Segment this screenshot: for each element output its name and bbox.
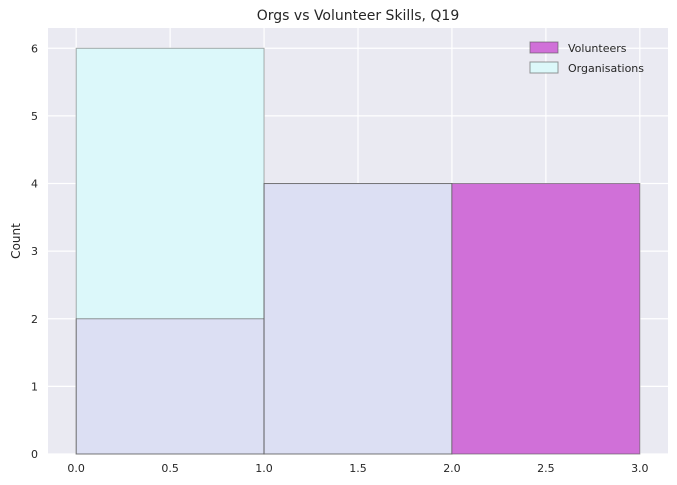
y-tick-label-0: 0 [31, 448, 38, 461]
x-tick-labels: 0.0 0.5 1.0 1.5 2.0 2.5 3.0 [67, 462, 648, 475]
legend-label-0: Volunteers [568, 42, 627, 55]
chart-title: Orgs vs Volunteer Skills, Q19 [257, 8, 460, 24]
y-tick-label-3: 3 [31, 245, 38, 258]
y-tick-label-4: 4 [31, 178, 38, 191]
bar-overlap-1 [264, 183, 452, 454]
x-tick-label-4: 2.0 [443, 462, 461, 475]
y-tick-label-6: 6 [31, 42, 38, 55]
legend: Volunteers Organisations [529, 41, 644, 75]
bar-outline-volunteers-2 [451, 183, 641, 455]
legend-label-1: Organisations [568, 62, 644, 75]
x-tick-label-1: 0.5 [161, 462, 179, 475]
legend-swatch-0 [529, 41, 559, 54]
legend-swatch-1 [529, 61, 559, 74]
y-tick-label-5: 5 [31, 110, 38, 123]
bars-layer [75, 47, 641, 455]
x-tick-label-2: 1.0 [255, 462, 273, 475]
y-tick-label-1: 1 [31, 380, 38, 393]
x-tick-label-0: 0.0 [67, 462, 85, 475]
x-tick-label-3: 1.5 [349, 462, 367, 475]
y-tick-label-2: 2 [31, 313, 38, 326]
bar-organisations-0 [76, 48, 265, 319]
y-tick-labels: 0 1 2 3 4 5 6 [31, 42, 38, 461]
y-axis-label: Count [9, 223, 23, 259]
x-tick-label-6: 3.0 [631, 462, 649, 475]
bar-volunteers-2 [451, 183, 640, 454]
bar-overlap-0 [76, 318, 265, 454]
x-tick-label-5: 2.5 [537, 462, 555, 475]
